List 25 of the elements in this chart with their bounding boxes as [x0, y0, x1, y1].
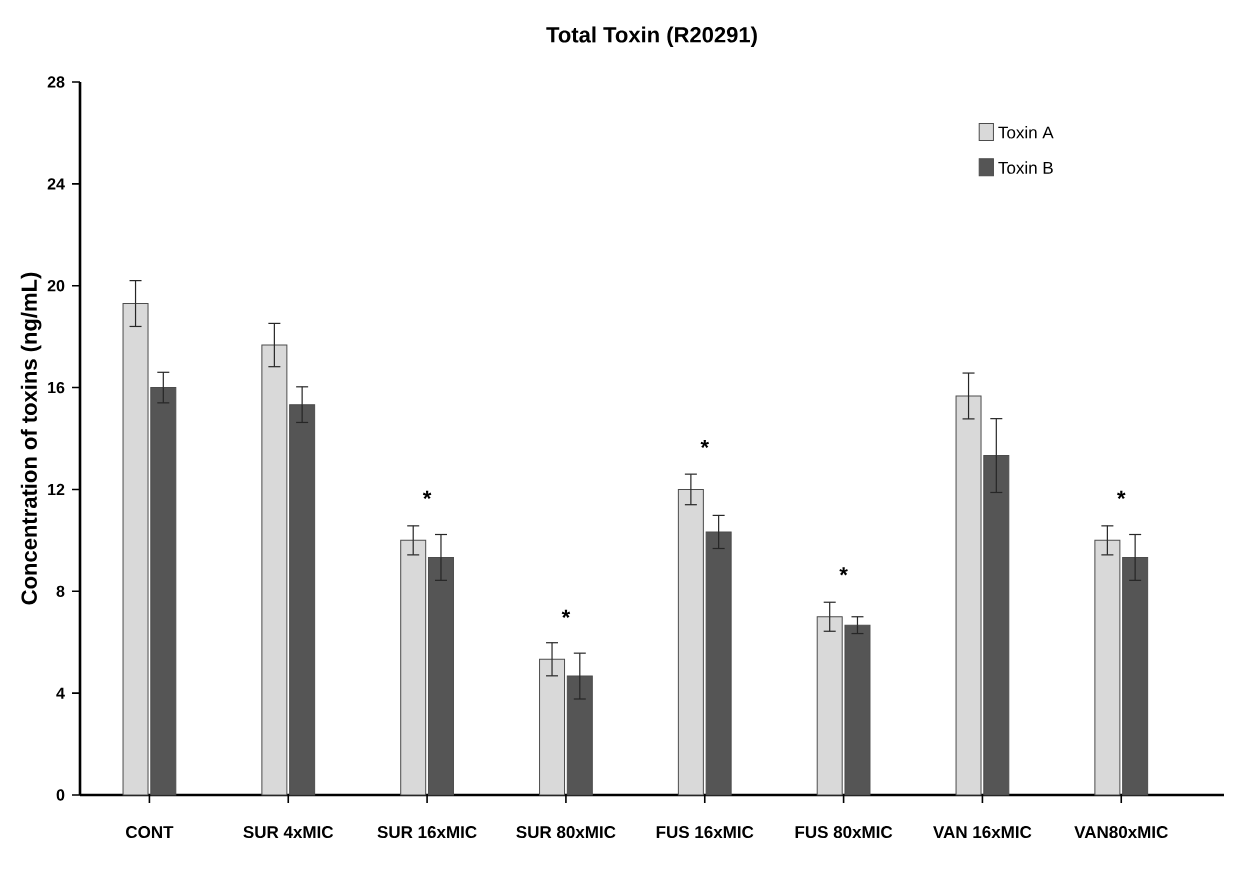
x-tick-label: VAN80xMIC [1074, 826, 1168, 839]
x-tick-label: SUR 4xMIC [243, 826, 334, 839]
y-tick-label: 28 [47, 76, 65, 88]
x-tick-label: CONT [126, 826, 174, 839]
annotation: * [1117, 490, 1126, 499]
y-tick-label: 12 [48, 483, 65, 496]
y-tick-label: 8 [56, 585, 65, 597]
chart-title: Total Toxin (R20291) [546, 26, 757, 47]
annotation: * [561, 609, 571, 618]
y-tick-label: 4 [56, 687, 65, 699]
annotation: * [422, 490, 432, 499]
y-tick-label: 16 [48, 381, 65, 394]
annotation: * [700, 439, 710, 449]
legend-label: Toxin B [998, 161, 1053, 174]
x-tick-label: SUR 80xMIC [516, 826, 616, 839]
x-tick-label: FUS 80xMIC [795, 826, 893, 839]
y-tick-label: 0 [56, 789, 65, 801]
x-tick-label: FUS 16xMIC [656, 826, 754, 839]
x-tick-label: SUR 16xMIC [377, 826, 477, 839]
annotation: * [839, 567, 848, 576]
legend-label: Toxin A [998, 126, 1054, 139]
y-tick-label: 20 [47, 280, 65, 292]
x-tick-label: VAN 16xMIC [933, 826, 1032, 839]
y-tick-label: 24 [47, 178, 65, 190]
y-axis-title: Concentration of toxins (ng/mL) [20, 272, 42, 605]
